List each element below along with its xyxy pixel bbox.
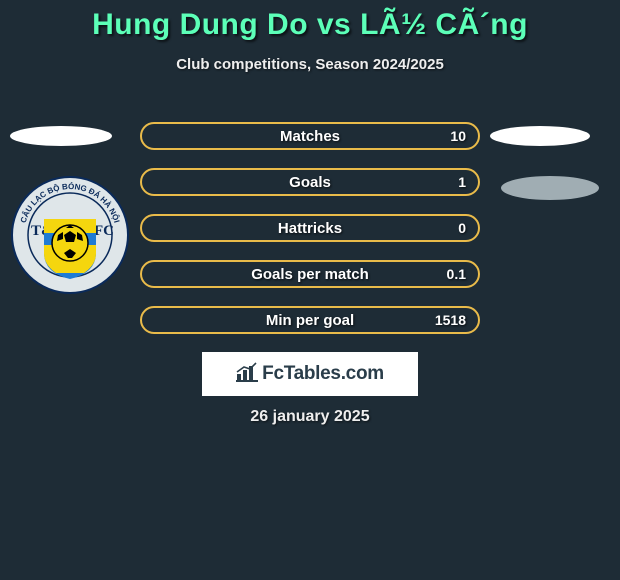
club-right-placeholder <box>501 176 599 200</box>
svg-text:FC: FC <box>94 223 114 239</box>
stat-label: Hattricks <box>278 220 342 237</box>
stat-row-hattricks: Hattricks 0 <box>140 214 480 242</box>
date-text: 26 january 2025 <box>0 408 620 426</box>
stat-label: Matches <box>280 128 340 145</box>
branding-box: FcTables.com <box>202 352 418 396</box>
club-badge-svg: CÂU LẠC BỘ BÓNG ĐÁ HÀ NỘI T&T FC <box>10 175 130 295</box>
stat-row-goals: Goals 1 <box>140 168 480 196</box>
stat-row-min-per-goal: Min per goal 1518 <box>140 306 480 334</box>
subtitle: Club competitions, Season 2024/2025 <box>0 56 620 73</box>
branding-text: FcTables.com <box>262 363 384 385</box>
stat-value: 0.1 <box>447 266 466 282</box>
page-title: Hung Dung Do vs LÃ½ CÃ´ng <box>0 0 620 42</box>
stats-panel: Matches 10 Goals 1 Hattricks 0 Goals per… <box>140 122 480 352</box>
player-right-placeholder <box>490 126 590 146</box>
player-left-placeholder <box>10 126 112 146</box>
stat-row-matches: Matches 10 <box>140 122 480 150</box>
chart-icon <box>236 362 258 387</box>
stat-value: 1 <box>458 174 466 190</box>
stat-row-goals-per-match: Goals per match 0.1 <box>140 260 480 288</box>
stat-value: 0 <box>458 220 466 236</box>
stat-label: Min per goal <box>266 312 354 329</box>
club-badge: CÂU LẠC BỘ BÓNG ĐÁ HÀ NỘI T&T FC <box>10 175 130 295</box>
stat-value: 10 <box>450 128 466 144</box>
stat-value: 1518 <box>435 312 466 328</box>
stat-label: Goals <box>289 174 331 191</box>
stat-label: Goals per match <box>251 266 369 283</box>
